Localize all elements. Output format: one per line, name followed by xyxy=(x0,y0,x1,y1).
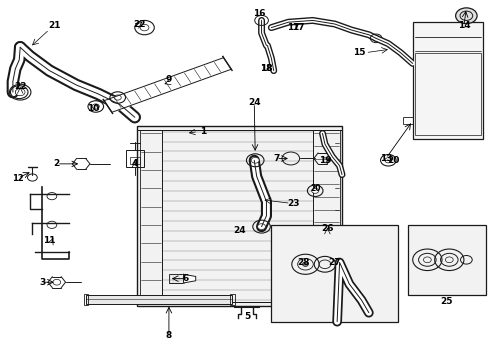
Text: 12: 12 xyxy=(12,174,23,183)
Text: 17: 17 xyxy=(291,23,304,32)
Text: 21: 21 xyxy=(48,21,61,30)
Text: 14: 14 xyxy=(457,21,469,30)
Text: 8: 8 xyxy=(165,332,172,341)
Text: 19: 19 xyxy=(318,156,330,165)
Bar xyxy=(229,294,234,305)
Bar xyxy=(130,157,140,164)
Bar xyxy=(168,274,183,283)
Circle shape xyxy=(140,24,149,31)
Text: 24: 24 xyxy=(247,98,260,107)
Circle shape xyxy=(92,104,99,109)
Text: 7: 7 xyxy=(272,154,279,163)
Text: 4: 4 xyxy=(131,159,138,168)
Text: 26: 26 xyxy=(321,224,333,233)
Text: 18: 18 xyxy=(260,64,272,73)
Text: 22: 22 xyxy=(133,19,145,28)
Circle shape xyxy=(302,262,308,266)
Text: 9: 9 xyxy=(165,75,172,84)
Circle shape xyxy=(15,89,23,95)
Text: 2: 2 xyxy=(54,159,60,168)
Circle shape xyxy=(251,157,259,163)
Text: 15: 15 xyxy=(352,48,365,57)
Polygon shape xyxy=(183,274,195,283)
Bar xyxy=(86,295,232,304)
Text: 24: 24 xyxy=(233,226,245,235)
Bar xyxy=(412,22,483,139)
Circle shape xyxy=(384,158,391,163)
Text: 17: 17 xyxy=(286,23,299,32)
Bar xyxy=(140,130,161,302)
Text: 3: 3 xyxy=(39,278,45,287)
Text: 25: 25 xyxy=(440,297,452,306)
Circle shape xyxy=(311,188,318,193)
Bar xyxy=(137,126,341,306)
Circle shape xyxy=(15,89,25,96)
Circle shape xyxy=(114,95,121,100)
Polygon shape xyxy=(104,58,231,112)
Text: 28: 28 xyxy=(296,258,308,267)
Circle shape xyxy=(455,8,476,24)
Text: 20: 20 xyxy=(386,156,399,165)
Circle shape xyxy=(257,224,265,230)
Text: 5: 5 xyxy=(244,312,249,321)
Bar xyxy=(414,53,480,135)
Bar xyxy=(83,294,88,305)
Text: 13: 13 xyxy=(379,154,391,163)
Bar xyxy=(126,149,143,167)
Text: 11: 11 xyxy=(43,237,56,246)
Text: 18: 18 xyxy=(260,64,272,73)
Bar xyxy=(407,225,485,295)
Text: 20: 20 xyxy=(309,184,320,193)
Bar xyxy=(312,130,339,302)
Text: 22: 22 xyxy=(14,82,26,91)
Bar xyxy=(161,130,312,302)
Text: 23: 23 xyxy=(286,199,299,208)
Bar xyxy=(402,117,412,125)
Text: 6: 6 xyxy=(183,274,189,283)
Bar xyxy=(271,225,397,321)
Text: 1: 1 xyxy=(200,127,206,136)
Text: 27: 27 xyxy=(328,258,340,267)
Text: 10: 10 xyxy=(87,104,100,113)
Text: 16: 16 xyxy=(252,9,265,18)
